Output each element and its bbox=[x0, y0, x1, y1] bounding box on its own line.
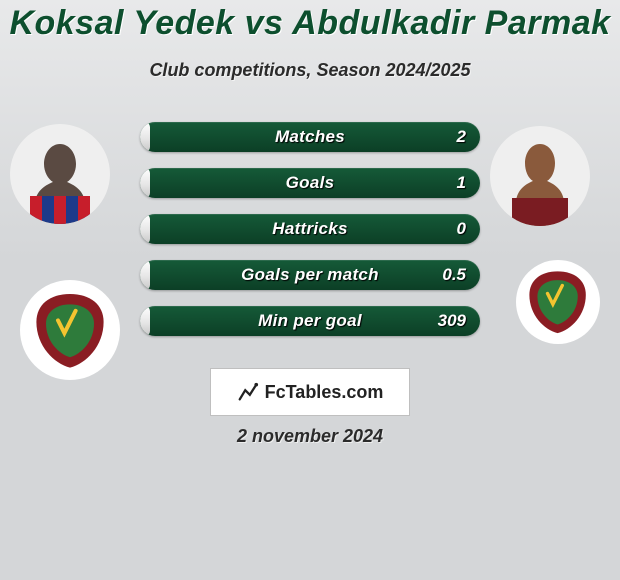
subtitle: Club competitions, Season 2024/2025 bbox=[0, 60, 620, 81]
stat-value-right: 0 bbox=[457, 214, 466, 244]
club-left-crest bbox=[20, 280, 120, 380]
stat-value-right: 2 bbox=[457, 122, 466, 152]
page-title: Koksal Yedek vs Abdulkadir Parmak bbox=[0, 4, 620, 43]
source-logo: FcTables.com bbox=[210, 368, 410, 416]
stat-bar: Goals per match0.5 bbox=[140, 260, 480, 290]
stat-label: Hattricks bbox=[140, 214, 480, 244]
stat-bars: Matches2Goals1Hattricks0Goals per match0… bbox=[140, 122, 480, 352]
stat-label: Min per goal bbox=[140, 306, 480, 336]
stat-value-right: 1 bbox=[457, 168, 466, 198]
stat-label: Goals bbox=[140, 168, 480, 198]
comparison-card: Koksal Yedek vs Abdulkadir Parmak Club c… bbox=[0, 0, 620, 580]
club-right-crest bbox=[516, 260, 600, 344]
stat-bar: Goals1 bbox=[140, 168, 480, 198]
source-logo-text: FcTables.com bbox=[265, 382, 384, 403]
player-left-avatar bbox=[10, 124, 110, 224]
stat-value-right: 309 bbox=[438, 306, 466, 336]
stat-label: Matches bbox=[140, 122, 480, 152]
stat-label: Goals per match bbox=[140, 260, 480, 290]
stat-value-right: 0.5 bbox=[442, 260, 466, 290]
stat-bar: Min per goal309 bbox=[140, 306, 480, 336]
stat-bar: Hattricks0 bbox=[140, 214, 480, 244]
date-text: 2 november 2024 bbox=[0, 426, 620, 447]
player-right-avatar bbox=[490, 126, 590, 226]
stat-bar: Matches2 bbox=[140, 122, 480, 152]
chart-icon bbox=[237, 381, 259, 403]
